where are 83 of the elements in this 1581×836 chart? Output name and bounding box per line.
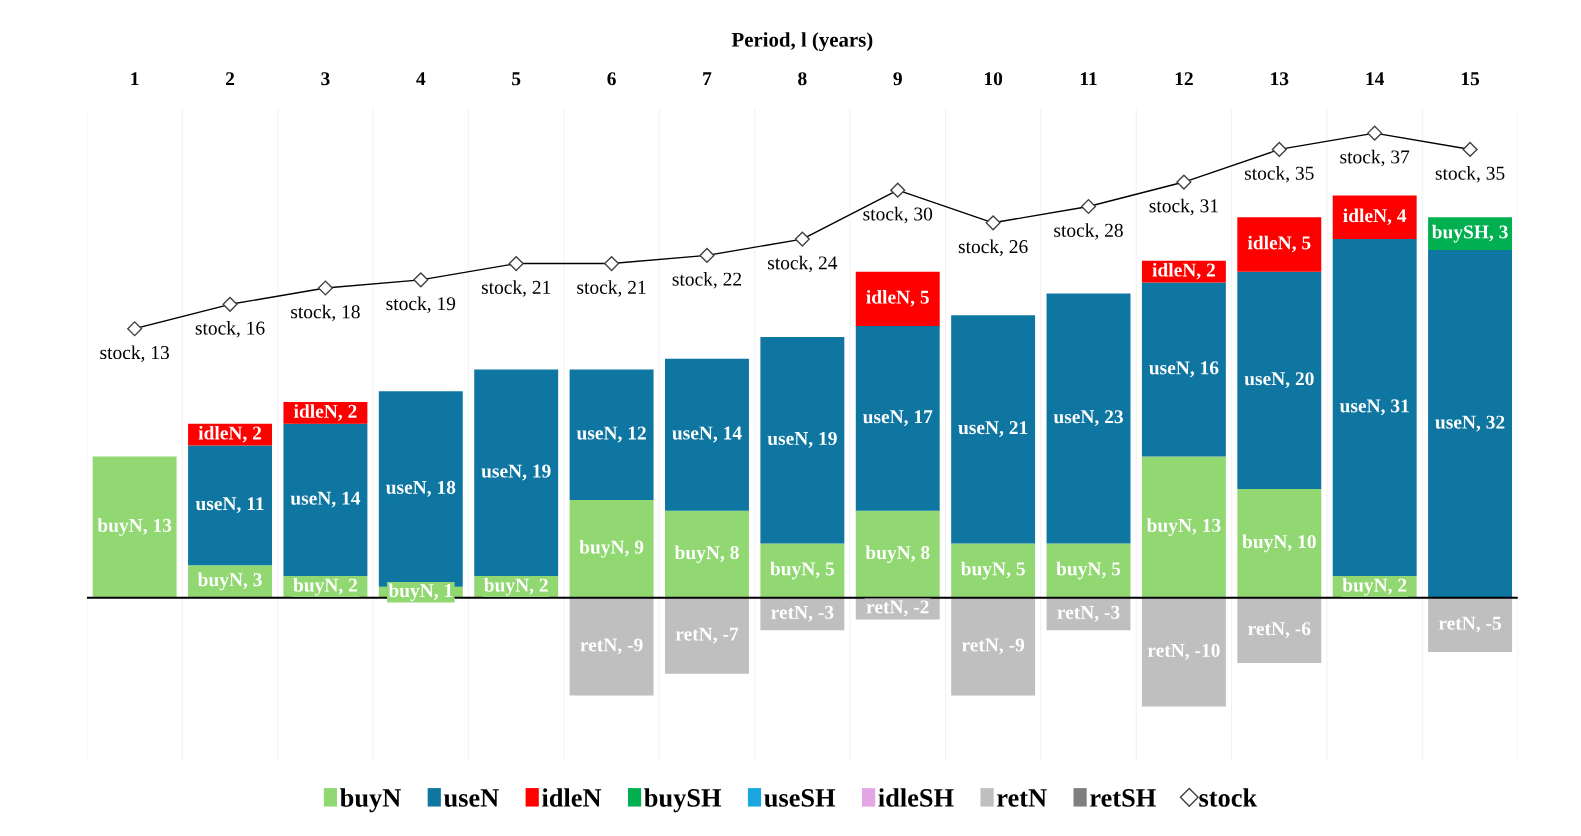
- x-tick-label: 2: [225, 72, 235, 86]
- data-label: buySH, 3: [1431, 224, 1508, 243]
- data-label: stock, 28: [1054, 223, 1123, 240]
- data-label: idleN, 2: [198, 425, 262, 443]
- x-tick-label: 3: [321, 72, 330, 86]
- data-label: stock, 24: [768, 255, 838, 273]
- data-label: retN, -5: [1438, 616, 1502, 633]
- data-label: stock, 30: [863, 206, 933, 224]
- data-label: idleN, 4: [1343, 208, 1407, 226]
- data-label: retN, -3: [1057, 605, 1120, 622]
- x-tick-label: 14: [1366, 72, 1385, 86]
- data-label: useN, 14: [672, 426, 742, 443]
- data-label: retN, -2: [866, 600, 929, 617]
- data-label: idleN, 5: [1247, 235, 1311, 253]
- data-label: retN, -10: [1147, 643, 1220, 660]
- data-label: buyN, 8: [674, 545, 739, 564]
- data-label: buyN, 5: [1056, 561, 1121, 580]
- data-label: retN, -3: [771, 605, 834, 622]
- legend-label: idleSH: [878, 788, 954, 807]
- data-label: stock, 31: [1149, 198, 1218, 216]
- data-label: useN, 21: [958, 421, 1028, 437]
- data-label: useN, 19: [767, 431, 837, 448]
- x-tick-label: 1: [131, 72, 139, 86]
- data-label: buyN, 5: [770, 561, 835, 580]
- data-label: buyN, 3: [197, 572, 262, 591]
- data-label: buyN, 13: [97, 518, 172, 536]
- data-label: useN, 17: [862, 410, 933, 427]
- data-label: stock, 26: [958, 239, 1028, 256]
- data-label: stock, 37: [1340, 149, 1410, 167]
- legend-label: buySH: [644, 788, 722, 813]
- data-label: useN, 23: [1053, 410, 1123, 427]
- legend-label: retN: [997, 789, 1047, 807]
- data-label: buyN, 2: [484, 578, 548, 596]
- data-label: stock, 22: [672, 272, 741, 289]
- data-label: stock, 35: [1244, 166, 1314, 183]
- data-label: buyN, 2: [293, 578, 358, 596]
- data-label: buyN, 9: [579, 539, 644, 558]
- data-label: useN, 18: [385, 480, 456, 497]
- x-tick-label: 9: [893, 72, 902, 86]
- legend-label: buyN: [340, 788, 401, 813]
- data-label: buyN, 5: [960, 561, 1025, 580]
- data-label: retN, -9: [580, 638, 643, 655]
- data-label: stock, 18: [291, 304, 360, 322]
- data-label: useN, 32: [1435, 415, 1505, 432]
- data-label: idleN, 2: [293, 404, 357, 421]
- x-tick-label: 15: [1461, 72, 1480, 86]
- legend-label: stock: [1199, 788, 1258, 807]
- data-label: stock, 16: [195, 320, 265, 338]
- data-label: useN, 31: [1339, 399, 1409, 416]
- data-label: buyN, 13: [1146, 518, 1221, 536]
- data-label: buyN, 10: [1242, 534, 1316, 553]
- data-label: stock, 35: [1435, 166, 1505, 183]
- data-label: useN, 14: [290, 491, 361, 508]
- x-tick-label: 4: [416, 72, 426, 86]
- x-tick-label: 13: [1271, 72, 1289, 86]
- x-tick-label: 11: [1080, 72, 1097, 86]
- x-tick-label: 12: [1175, 72, 1193, 86]
- data-label: useN, 19: [481, 464, 551, 481]
- data-label: useN, 11: [195, 497, 264, 514]
- data-label: buyN, 8: [865, 545, 930, 564]
- data-label: stock, 19: [386, 296, 456, 313]
- data-label: stock, 21: [481, 280, 551, 297]
- data-label: useN, 20: [1244, 372, 1314, 389]
- data-label: stock, 13: [100, 345, 169, 362]
- legend-label: retSH: [1090, 789, 1156, 807]
- legend-label: useSH: [764, 789, 836, 807]
- data-label: useN, 16: [1149, 361, 1219, 378]
- x-tick-label: 7: [703, 72, 712, 86]
- data-label: retN, -6: [1248, 622, 1311, 639]
- legend-label: idleN: [542, 788, 602, 807]
- data-label: idleN, 5: [866, 290, 929, 307]
- data-label: buyN, 2: [1342, 578, 1407, 596]
- data-label: retN, -9: [961, 638, 1025, 655]
- x-axis-title: Period, l (years): [731, 32, 873, 52]
- x-tick-label: 10: [984, 72, 1003, 86]
- data-label: idleN, 2: [1152, 262, 1215, 280]
- x-tick-label: 5: [512, 72, 521, 86]
- data-label: retN, -7: [675, 627, 739, 644]
- data-label: stock, 21: [577, 280, 646, 297]
- x-tick-label: 8: [798, 72, 807, 86]
- legend-label: useN: [443, 789, 499, 807]
- data-label: useN, 12: [576, 426, 646, 443]
- x-tick-label: 6: [607, 72, 616, 86]
